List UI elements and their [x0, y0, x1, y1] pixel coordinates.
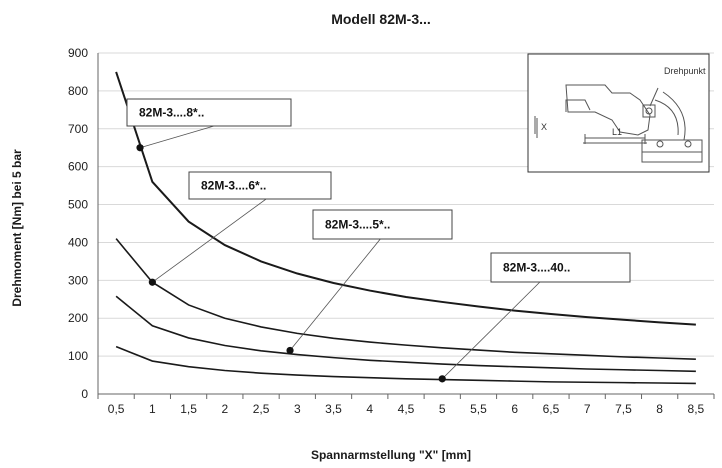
x-tick-label: 0,5 — [108, 402, 125, 416]
x-tick-label: 4,5 — [398, 402, 415, 416]
y-tick-label: 0 — [81, 387, 88, 401]
callout-leader-line — [152, 193, 274, 283]
y-tick-label: 200 — [68, 311, 88, 325]
callout-point — [148, 278, 156, 286]
series-line — [115, 71, 696, 326]
x-tick-label: 8,5 — [688, 402, 705, 416]
callout-label: 82M-3....40.. — [503, 261, 570, 275]
pivot-label: Drehpunkt — [664, 66, 706, 76]
y-tick-label: 900 — [68, 46, 88, 60]
callout-label: 82M-3....8*.. — [139, 106, 204, 120]
x-tick-label: 7,5 — [615, 402, 632, 416]
series-line — [115, 238, 696, 360]
callout-point — [136, 144, 144, 152]
y-tick-label: 100 — [68, 349, 88, 363]
y-tick-label: 700 — [68, 122, 88, 136]
l1-dimension-label: L1 — [612, 127, 622, 137]
x-tick-label: 5 — [439, 402, 446, 416]
clamp-body-drawing — [534, 84, 703, 163]
x-tick-label: 8 — [656, 402, 663, 416]
y-tick-labels: 0 100 200 300 400 500 600 700 800 900 — [68, 46, 88, 401]
callout-leader-line — [289, 231, 387, 351]
x-tick-label: 2,5 — [253, 402, 270, 416]
callout-box — [188, 171, 332, 200]
x-tick-label: 1,5 — [180, 402, 197, 416]
y-axis-label: Drehmoment [Nm] bei 5 bar — [10, 149, 24, 307]
callout-box — [126, 98, 292, 127]
x-tick-labels: 0,5 1 1,5 2 2,5 3 3,5 4 4,5 5 5,5 6 6,5 7 7,5 8 8,5 — [108, 402, 705, 416]
y-tick-label: 300 — [68, 273, 88, 287]
series-line — [115, 295, 696, 373]
callout-leader-line — [441, 269, 553, 380]
x-tick-label: 6 — [511, 402, 518, 416]
axes — [97, 53, 715, 399]
series-lines — [115, 71, 696, 385]
x-tick-label: 5,5 — [470, 402, 487, 416]
y-tick-label: 400 — [68, 235, 88, 249]
y-tick-label: 600 — [68, 160, 88, 174]
y-tick-label: 800 — [68, 84, 88, 98]
callout-point — [286, 346, 294, 355]
callout-point — [438, 375, 446, 383]
grid — [98, 52, 714, 357]
y-tick-label: 500 — [68, 198, 88, 212]
series-line — [115, 345, 696, 385]
x-tick-label: 2 — [221, 402, 228, 416]
x-axis-label: Spannarmstellung "X" [mm] — [311, 448, 471, 462]
x-tick-label: 3,5 — [325, 402, 342, 416]
x-tick-label: 3 — [294, 402, 301, 416]
callout-label: 82M-3....5*.. — [325, 218, 390, 232]
callout-box — [490, 252, 631, 283]
x-tick-label: 7 — [584, 402, 591, 416]
x-tick-label: 4 — [366, 402, 373, 416]
x-tick-label: 1 — [149, 402, 156, 416]
callout-box — [312, 209, 453, 240]
x-dimension-label: X — [541, 122, 547, 132]
x-tick-label: 6,5 — [543, 402, 560, 416]
chart-title: Modell 82M-3... — [331, 11, 431, 27]
callout-label: 82M-3....6*.. — [201, 179, 266, 193]
callouts: 82M-3....8*.. 82M-3....6*.. 82M-3....5*.. 8… — [126, 98, 631, 383]
clamp-diagram-inset: Drehpunkt X L1 — [527, 53, 710, 173]
